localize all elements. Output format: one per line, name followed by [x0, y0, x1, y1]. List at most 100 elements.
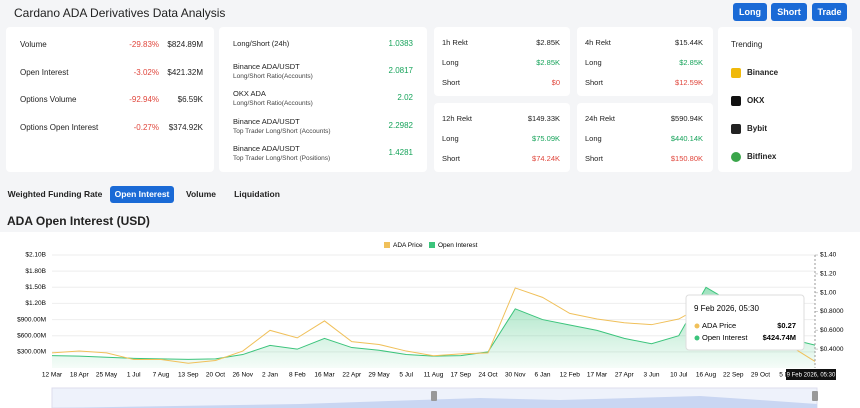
x-tick-label: 29 May — [368, 372, 390, 379]
y2-tick-label: $0.4000 — [820, 346, 844, 353]
ratio-value: 2.02 — [397, 93, 413, 102]
y-tick-label: $1.50B — [25, 284, 46, 291]
ratio-title: Binance ADA/USDT — [233, 62, 300, 71]
rekt-panel: 12h Rekt $149.33K Long $75.09K Short $74.24K — [434, 103, 570, 172]
y-tick-label: $900.00M — [17, 316, 46, 323]
stat-change: -3.02% — [133, 68, 159, 77]
stat-value: $421.32M — [167, 68, 203, 77]
stat-change: -0.27% — [133, 123, 159, 132]
stat-value: $374.92K — [168, 123, 203, 132]
stat-change: -29.83% — [129, 40, 159, 49]
stat-label: Volume — [20, 40, 47, 49]
navigator-area — [52, 396, 817, 408]
ratio-subtitle: Top Trader Long/Short (Accounts) — [233, 128, 331, 135]
x-tick-label: 30 Nov — [505, 372, 526, 379]
x-tick-label: 18 Apr — [70, 372, 90, 379]
x-tick-label: 27 Apr — [615, 372, 635, 379]
exchange-name[interactable]: Bybit — [747, 124, 767, 133]
exchange-icon — [731, 68, 741, 78]
rekt-panel: 1h Rekt $2.85K Long $2.85K Short $0 — [434, 27, 570, 96]
rekt-short-label: Short — [442, 78, 460, 87]
stat-label: Open Interest — [20, 68, 69, 77]
x-tick-label: 2 Jan — [262, 372, 278, 379]
rekt-label: 12h Rekt — [442, 114, 473, 123]
y-tick-label: $600.00M — [17, 332, 46, 339]
tooltip-name: Open Interest — [702, 333, 748, 342]
rekt-label: 1h Rekt — [442, 38, 468, 47]
stat-label: Options Open Interest — [20, 123, 99, 132]
legend-label: Open Interest — [438, 242, 478, 249]
rekt-short: $150.80K — [670, 154, 703, 163]
rekt-long-label: Long — [585, 58, 602, 67]
exchange-name[interactable]: Bitfinex — [747, 152, 777, 161]
ratio-value: 2.2982 — [388, 121, 413, 130]
header-button[interactable]: Trade — [812, 3, 847, 21]
ratio-title: Long/Short (24h) — [233, 39, 290, 48]
chart-background — [0, 232, 860, 408]
rekt-long: $2.85K — [679, 58, 703, 67]
x-tick-label: 8 Feb — [289, 372, 306, 379]
ratio-subtitle: Long/Short Ratio(Accounts) — [233, 100, 313, 107]
ratio-value: 2.0817 — [388, 66, 413, 75]
x-tick-label: 10 Jul — [670, 372, 688, 379]
x-tick-label: 29 Oct — [751, 372, 770, 379]
tooltip-value: $424.74M — [763, 333, 796, 342]
rekt-short: $12.59K — [675, 78, 703, 87]
rekt-short-label: Short — [442, 154, 460, 163]
tooltip-value: $0.27 — [777, 321, 796, 330]
ratio-value: 1.4281 — [388, 148, 413, 157]
y2-tick-label: $1.40 — [820, 252, 837, 259]
page-title: Cardano ADA Derivatives Data Analysis — [14, 6, 226, 20]
y-tick-label: $1.20B — [25, 300, 46, 307]
rekt-label: 4h Rekt — [585, 38, 611, 47]
rekt-long-label: Long — [442, 58, 459, 67]
rekt-short-label: Short — [585, 154, 603, 163]
header-button[interactable]: Short — [771, 3, 807, 21]
y-tick-label: $1.80B — [25, 268, 46, 275]
y-tick-label: $300.00M — [17, 349, 46, 356]
tab[interactable]: Liquidation — [234, 189, 280, 199]
y2-tick-label: $0.8000 — [820, 308, 844, 315]
navigator-handle — [812, 391, 818, 401]
x-tick-label: 17 Sep — [450, 372, 471, 379]
x-tick-label: 7 Aug — [153, 372, 170, 379]
legend-label: ADA Price — [393, 242, 423, 249]
ratio-value: 1.0383 — [388, 39, 413, 48]
tab[interactable]: Weighted Funding Rate — [7, 189, 103, 199]
tab[interactable]: Volume — [185, 189, 217, 199]
exchange-icon — [731, 152, 741, 162]
x-tick-label: 25 May — [96, 372, 118, 379]
stat-label: Options Volume — [20, 95, 77, 104]
crosshair-label-bg — [786, 369, 836, 380]
ratio-subtitle: Top Trader Long/Short (Positions) — [233, 155, 331, 162]
ratio-panel: Long/Short (24h) 1.0383 Binance ADA/USDT Lo… — [219, 27, 427, 172]
rekt-total: $590.94K — [670, 114, 703, 123]
rekt-long: $2.85K — [536, 58, 560, 67]
line — [51, 286, 816, 360]
exchange-name[interactable]: Binance — [747, 68, 779, 77]
rekt-short-label: Short — [585, 78, 603, 87]
x-tick-label: 20 Oct — [206, 372, 225, 379]
x-tick-label: 22 Apr — [342, 372, 362, 379]
exchange-icon — [731, 124, 741, 134]
x-tick-label: 16 Mar — [314, 372, 335, 379]
rekt-total: $149.33K — [527, 114, 560, 123]
tooltip-dot — [694, 335, 700, 341]
tooltip-title: 9 Feb 2026, 05:30 — [694, 304, 759, 313]
line — [51, 287, 816, 364]
stat-value: $824.89M — [167, 40, 203, 49]
x-tick-label: 26 Nov — [232, 372, 253, 379]
x-tick-label: 16 Aug — [696, 372, 717, 379]
chart-title: ADA Open Interest (USD) — [7, 214, 150, 228]
area — [52, 287, 815, 368]
legend-swatch — [429, 242, 435, 248]
ratio-title: Binance ADA/USDT — [233, 117, 300, 126]
stat-change: -92.94% — [129, 95, 159, 104]
header-button[interactable]: Long — [733, 3, 767, 21]
rekt-panel: 4h Rekt $15.44K Long $2.85K Short $12.59K — [577, 27, 713, 96]
exchange-name[interactable]: OKX — [747, 96, 765, 105]
x-tick-label: 12 Mar — [42, 372, 63, 379]
tab[interactable]: Open Interest — [110, 186, 174, 203]
stat-value: $6.59K — [177, 95, 203, 104]
y2-tick-label: $0.6000 — [820, 327, 844, 334]
